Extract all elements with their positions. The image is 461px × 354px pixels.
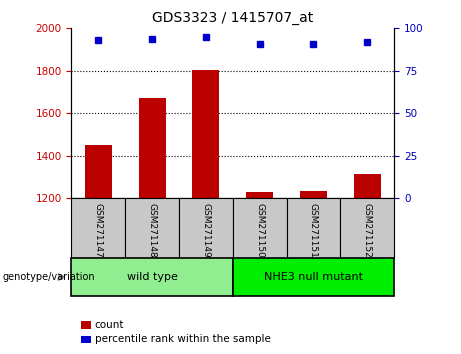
Bar [354, 174, 381, 198]
Bar [81, 321, 91, 329]
FancyBboxPatch shape [179, 198, 233, 258]
FancyBboxPatch shape [125, 198, 179, 258]
Text: GSM271151: GSM271151 [309, 203, 318, 258]
FancyBboxPatch shape [71, 198, 125, 258]
Bar [85, 145, 112, 198]
FancyBboxPatch shape [340, 198, 394, 258]
Bar [81, 336, 91, 343]
Text: GSM271150: GSM271150 [255, 203, 264, 258]
Text: count: count [95, 320, 124, 330]
Bar [246, 192, 273, 198]
Text: GSM271152: GSM271152 [363, 203, 372, 258]
Text: wild type: wild type [127, 272, 177, 282]
FancyBboxPatch shape [233, 258, 394, 296]
FancyBboxPatch shape [71, 258, 233, 296]
Text: GSM271147: GSM271147 [94, 203, 103, 258]
Bar [139, 98, 165, 198]
Text: GSM271148: GSM271148 [148, 203, 157, 258]
FancyBboxPatch shape [233, 198, 287, 258]
Text: percentile rank within the sample: percentile rank within the sample [95, 335, 271, 344]
Text: NHE3 null mutant: NHE3 null mutant [264, 272, 363, 282]
Bar [300, 191, 327, 198]
Title: GDS3323 / 1415707_at: GDS3323 / 1415707_at [152, 11, 313, 24]
Text: genotype/variation: genotype/variation [2, 272, 95, 282]
FancyBboxPatch shape [287, 198, 340, 258]
Text: GSM271149: GSM271149 [201, 203, 210, 258]
Bar [193, 70, 219, 198]
